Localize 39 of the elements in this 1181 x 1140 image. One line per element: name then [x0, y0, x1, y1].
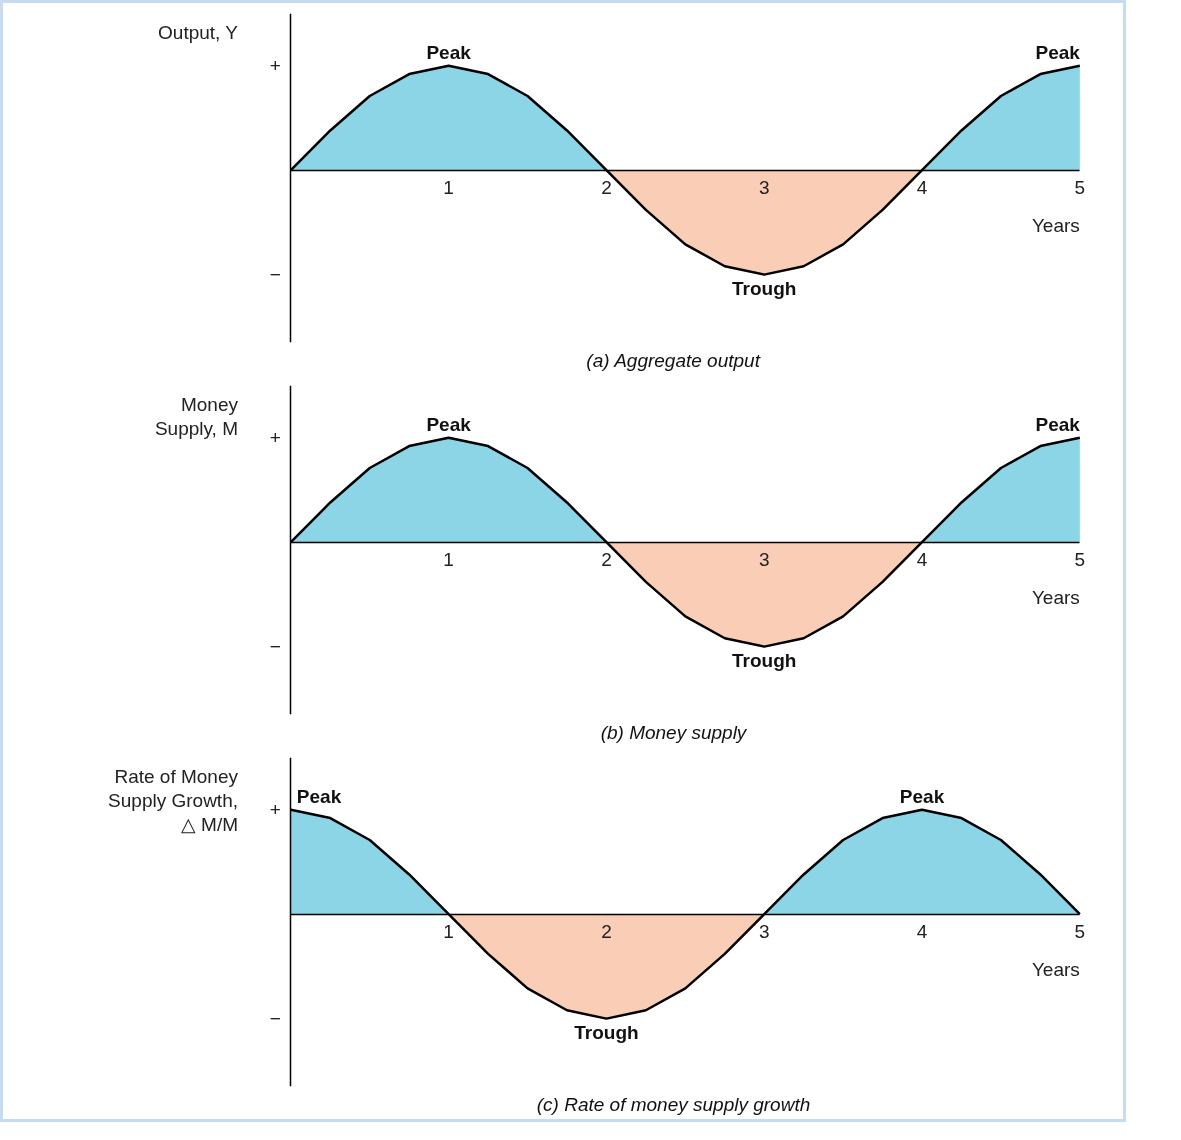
annotation: Peak — [1035, 413, 1081, 435]
x-axis-title: Years — [1031, 959, 1080, 981]
annotation: Peak — [426, 413, 472, 435]
y-axis-title: Output, Y — [158, 21, 238, 45]
x-tick-label: 5 — [1074, 549, 1086, 571]
annotation: Trough — [732, 277, 797, 299]
y-axis-title: Money Supply, M — [154, 393, 238, 441]
x-axis-title: Years — [1031, 215, 1080, 237]
x-tick-label: 5 — [1074, 921, 1086, 943]
annotation: Peak — [1035, 41, 1081, 63]
x-tick-label: 3 — [758, 921, 770, 943]
text: + — [269, 55, 281, 77]
text: (c) Rate of money supply growth — [536, 1093, 811, 1115]
y-axis-title: Rate of Money Supply Growth, △ M/M — [108, 765, 238, 837]
x-tick-label: 2 — [601, 177, 612, 199]
x-tick-label: 1 — [443, 549, 454, 571]
x-tick-label: 2 — [601, 921, 612, 943]
annotation: Peak — [426, 41, 472, 63]
text: − — [269, 264, 281, 286]
x-tick-label: 1 — [443, 177, 454, 199]
x-tick-label: 4 — [916, 549, 928, 571]
annotation: Trough — [574, 1021, 639, 1043]
text: + — [269, 427, 281, 449]
x-tick-label: 4 — [916, 177, 928, 199]
annotation: Peak — [899, 785, 945, 807]
text: + — [269, 799, 281, 821]
x-tick-label: 3 — [758, 549, 770, 571]
annotation: Peak — [296, 785, 342, 807]
text: − — [269, 636, 281, 658]
text: (a) Aggregate output — [586, 349, 761, 371]
x-tick-label: 3 — [758, 177, 770, 199]
x-tick-label: 4 — [916, 921, 928, 943]
x-axis-title: Years — [1031, 587, 1080, 609]
text: − — [269, 1008, 281, 1030]
x-tick-label: 2 — [601, 549, 612, 571]
text: (b) Money supply — [600, 721, 748, 743]
x-tick-label: 1 — [443, 921, 454, 943]
annotation: Trough — [732, 649, 797, 671]
x-tick-label: 5 — [1074, 177, 1086, 199]
